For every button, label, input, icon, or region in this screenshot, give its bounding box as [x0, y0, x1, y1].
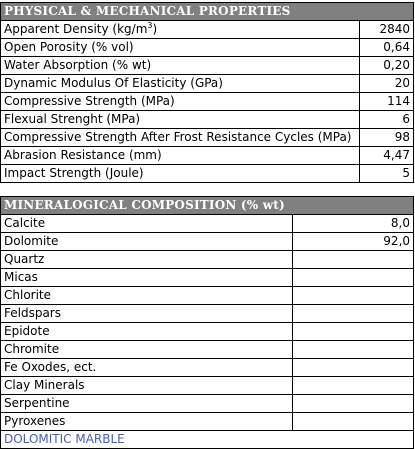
- row-value: [291, 358, 415, 377]
- row-value: [291, 412, 415, 431]
- stone-type-footer: DOLOMITIC MARBLE: [0, 430, 415, 449]
- row-label: Impact Strength (Joule): [0, 164, 360, 183]
- row-label: Open Porosity (% vol): [0, 38, 360, 57]
- row-label: Flexual Strenght (MPa): [0, 110, 360, 129]
- row-value: [291, 376, 415, 395]
- table-row: Clay Minerals: [0, 376, 415, 395]
- mineralogical-composition-table: MINERALOGICAL COMPOSITION (% wt) Calcite…: [0, 196, 415, 449]
- row-value: [291, 394, 415, 413]
- table-row: Fe Oxodes, ect.: [0, 358, 415, 377]
- physical-mechanical-table: PHYSICAL & MECHANICAL PROPERTIES Apparen…: [0, 2, 414, 183]
- row-label: Apparent Density (kg/m3): [0, 20, 360, 39]
- row-value: 4,47: [359, 146, 414, 165]
- mineral-table-header: MINERALOGICAL COMPOSITION (% wt): [0, 196, 415, 215]
- table-row: Open Porosity (% vol) 0,64: [0, 38, 414, 57]
- row-value: 2840: [359, 20, 414, 39]
- table-row: Dolomite 92,0: [0, 232, 415, 251]
- table-row: Feldspars: [0, 304, 415, 323]
- row-value: [291, 286, 415, 305]
- row-label: Dynamic Modulus Of Elasticity (GPa): [0, 74, 360, 93]
- table-row: Serpentine: [0, 394, 415, 413]
- row-label: Compressive Strength (MPa): [0, 92, 360, 111]
- row-label: Chlorite: [0, 286, 293, 305]
- row-label: Compressive Strength After Frost Resista…: [0, 128, 360, 147]
- row-value: 20: [359, 74, 414, 93]
- row-value: [291, 340, 415, 359]
- row-label: Feldspars: [0, 304, 293, 323]
- table-row: Dynamic Modulus Of Elasticity (GPa) 20: [0, 74, 414, 93]
- table-row: Apparent Density (kg/m3) 2840: [0, 20, 414, 39]
- physical-header-label: PHYSICAL & MECHANICAL PROPERTIES: [0, 2, 414, 21]
- row-value: 92,0: [291, 232, 415, 251]
- row-label: Calcite: [0, 214, 293, 233]
- table-row: Quartz: [0, 250, 415, 269]
- row-value: [291, 250, 415, 269]
- row-value: [291, 304, 415, 323]
- row-value: 8,0: [291, 214, 415, 233]
- row-label: Clay Minerals: [0, 376, 293, 395]
- table-row: Chlorite: [0, 286, 415, 305]
- row-label: Fe Oxodes, ect.: [0, 358, 293, 377]
- stone-type-label: DOLOMITIC MARBLE: [0, 430, 415, 449]
- row-value: 6: [359, 110, 414, 129]
- row-value: 5: [359, 164, 414, 183]
- table-row: Water Absorption (% wt) 0,20: [0, 56, 414, 75]
- row-label: Quartz: [0, 250, 293, 269]
- table-row: Chromite: [0, 340, 415, 359]
- row-value: 0,64: [359, 38, 414, 57]
- table-row: Micas: [0, 268, 415, 287]
- physical-table-header: PHYSICAL & MECHANICAL PROPERTIES: [0, 2, 414, 21]
- row-label: Dolomite: [0, 232, 293, 251]
- row-label: Micas: [0, 268, 293, 287]
- table-row: Impact Strength (Joule) 5: [0, 164, 414, 183]
- table-row: Compressive Strength (MPa) 114: [0, 92, 414, 111]
- table-row: Epidote: [0, 322, 415, 341]
- row-label: Abrasion Resistance (mm): [0, 146, 360, 165]
- row-label: Serpentine: [0, 394, 293, 413]
- mineral-header-label: MINERALOGICAL COMPOSITION (% wt): [0, 196, 415, 215]
- row-label: Chromite: [0, 340, 293, 359]
- row-label: Water Absorption (% wt): [0, 56, 360, 75]
- row-value: 98: [359, 128, 414, 147]
- table-row: Calcite 8,0: [0, 214, 415, 233]
- row-value: [291, 268, 415, 287]
- row-value: 0,20: [359, 56, 414, 75]
- row-label: Pyroxenes: [0, 412, 293, 431]
- table-row: Abrasion Resistance (mm) 4,47: [0, 146, 414, 165]
- row-value: [291, 322, 415, 341]
- table-row: Compressive Strength After Frost Resista…: [0, 128, 414, 147]
- table-row: Flexual Strenght (MPa) 6: [0, 110, 414, 129]
- row-value: 114: [359, 92, 414, 111]
- table-row: Pyroxenes: [0, 412, 415, 431]
- row-label: Epidote: [0, 322, 293, 341]
